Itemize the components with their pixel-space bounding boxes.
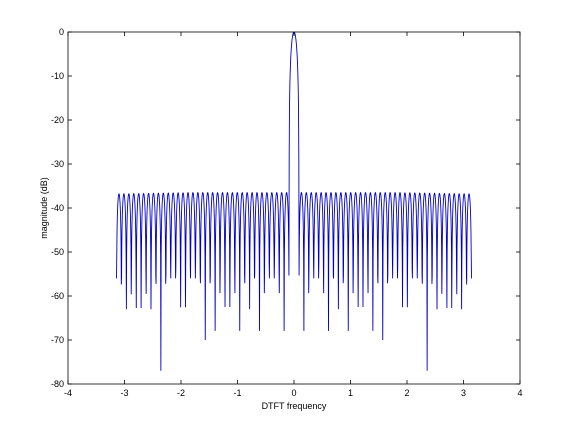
y-tick-label: -50 — [51, 247, 64, 257]
x-axis-label: DTFT frequency — [262, 401, 327, 411]
y-tick-label: -20 — [51, 115, 64, 125]
y-tick-label: -30 — [51, 159, 64, 169]
y-axis-label: magnitude (dB) — [39, 177, 49, 239]
x-tick-label: -4 — [64, 388, 72, 398]
plot-area — [68, 32, 520, 384]
x-tick-label: -1 — [233, 388, 241, 398]
y-tick-label: -40 — [51, 203, 64, 213]
y-tick-labels: 0 -10 -20 -30 -40 -50 -60 -70 -80 — [51, 27, 64, 389]
y-tick-label: 0 — [59, 27, 64, 37]
x-tick-label: 2 — [404, 388, 409, 398]
y-tick-label: -80 — [51, 379, 64, 389]
x-tick-label: 3 — [461, 388, 466, 398]
x-tick-label: 4 — [517, 388, 522, 398]
x-tick-label: 0 — [291, 388, 296, 398]
y-tick-label: -60 — [51, 291, 64, 301]
x-tick-label: -3 — [120, 388, 128, 398]
y-tick-label: -10 — [51, 71, 64, 81]
x-tick-label: -2 — [177, 388, 185, 398]
x-tick-labels: -4 -3 -2 -1 0 1 2 3 4 — [64, 388, 523, 398]
x-tick-label: 1 — [348, 388, 353, 398]
ticks-group — [67, 31, 521, 385]
y-tick-label: -70 — [51, 335, 64, 345]
